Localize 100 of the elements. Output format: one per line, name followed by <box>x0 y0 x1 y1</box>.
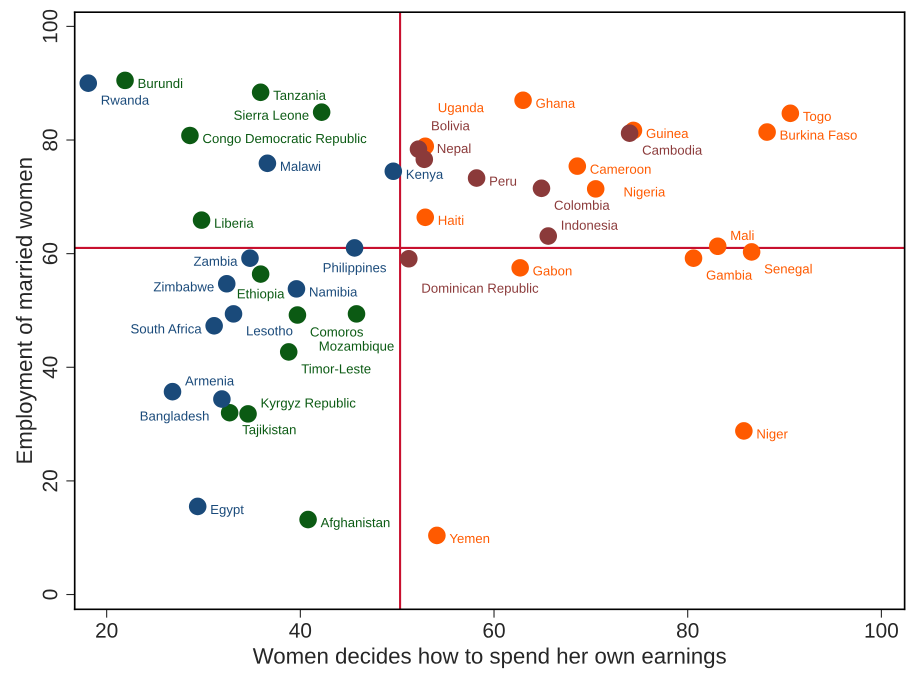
y-tick-label: 0 <box>42 590 58 600</box>
point <box>416 150 434 168</box>
annotation: Guinea <box>646 128 689 138</box>
annotation: Gabon <box>533 266 572 276</box>
annotation: Uganda <box>438 102 484 115</box>
annotation: Tanzania <box>273 90 326 100</box>
point <box>280 343 298 361</box>
point <box>252 265 270 283</box>
point <box>299 510 317 528</box>
point <box>416 208 434 226</box>
annotation: Mozambique <box>320 341 394 354</box>
annotation: Zimbabwe <box>154 282 214 292</box>
point <box>586 180 604 198</box>
annotation: Cameroon <box>590 164 651 174</box>
annotation: Zambia <box>194 256 238 266</box>
point <box>708 237 727 256</box>
annotation: Egypt <box>211 504 244 517</box>
point <box>312 103 330 121</box>
point <box>205 317 223 335</box>
y-axis-title: Employment of married women <box>16 158 37 463</box>
x-tick-label: 40 <box>289 623 312 638</box>
annotation: Philippines <box>324 262 386 275</box>
point <box>258 154 276 172</box>
x-axis-title: Women decides how to spend her own earnings <box>252 647 726 668</box>
annotation: Colombia <box>554 200 610 210</box>
x-tick-label: 80 <box>677 623 698 638</box>
point <box>241 249 259 267</box>
annotation: Yemen <box>450 534 490 544</box>
annotation: Tajikistan <box>242 424 296 437</box>
point <box>532 180 550 198</box>
x-tick-label: 20 <box>96 623 118 638</box>
point <box>164 382 182 400</box>
point <box>620 124 638 142</box>
x-tick-label: 60 <box>483 623 505 638</box>
point <box>735 422 753 440</box>
point <box>428 526 446 544</box>
annotation: Gambia <box>706 270 752 280</box>
annotation: Niger <box>757 428 788 442</box>
y-tick-label: 20 <box>42 470 58 492</box>
annotation: Mali <box>731 230 754 240</box>
annotation: Rwanda <box>102 95 150 105</box>
point <box>346 239 364 257</box>
annotation: Malawi <box>280 161 320 172</box>
y-tick-label: 40 <box>42 356 58 378</box>
point <box>348 305 366 323</box>
annotation: Afghanistan <box>320 518 390 530</box>
point <box>192 211 210 229</box>
point <box>782 104 800 122</box>
point <box>742 243 760 261</box>
annotation: Timor-Leste <box>302 364 371 374</box>
annotation: Kyrgyz Republic <box>262 398 356 410</box>
annotation: Kenya <box>406 170 444 182</box>
annotation: Lesotho <box>247 326 292 336</box>
point <box>252 84 270 102</box>
point <box>684 249 702 267</box>
annotation: Burkina Faso <box>780 130 857 140</box>
annotation: Ghana <box>536 98 576 108</box>
annotation: Liberia <box>215 218 254 228</box>
annotation: Sierra Leone <box>234 110 309 120</box>
annotation: Peru <box>490 176 516 186</box>
point <box>188 498 206 516</box>
y-tick-label: 80 <box>42 129 58 151</box>
point <box>116 72 134 90</box>
annotation: Indonesia <box>562 220 618 230</box>
annotation: Dominican Republic <box>422 283 538 296</box>
y-tick-label: 100 <box>42 10 58 42</box>
annotation: Namibia <box>310 286 358 297</box>
x-tick-label: 100 <box>866 623 898 638</box>
point <box>400 250 418 268</box>
annotation: Togo <box>803 112 831 124</box>
point <box>468 169 486 187</box>
annotation: Comoros <box>310 327 363 337</box>
point <box>758 123 776 141</box>
point <box>288 306 306 324</box>
point <box>239 405 257 423</box>
point <box>539 227 558 245</box>
point <box>218 274 236 293</box>
point <box>224 305 242 323</box>
point <box>568 157 586 175</box>
y-tick-label: 60 <box>42 242 58 264</box>
point <box>181 126 199 144</box>
annotation: Ethiopia <box>238 288 284 302</box>
annotation: Cambodia <box>642 145 702 155</box>
annotation: South Africa <box>131 324 202 334</box>
annotation: Burundi <box>138 78 182 88</box>
point <box>384 162 402 180</box>
annotation: Armenia <box>185 376 234 386</box>
point <box>288 280 306 298</box>
annotation: Nepal <box>438 143 470 156</box>
point <box>514 91 532 110</box>
point <box>79 74 98 92</box>
annotation: Bangladesh <box>140 410 209 424</box>
annotation: Nigeria <box>624 186 666 200</box>
annotation: Bolivia <box>432 120 470 130</box>
annotation: Haiti <box>438 215 464 225</box>
point <box>511 259 529 277</box>
annotation: Senegal <box>764 264 812 276</box>
point <box>213 390 231 408</box>
point <box>220 404 238 422</box>
annotation: Congo Democratic Republic <box>203 133 366 146</box>
